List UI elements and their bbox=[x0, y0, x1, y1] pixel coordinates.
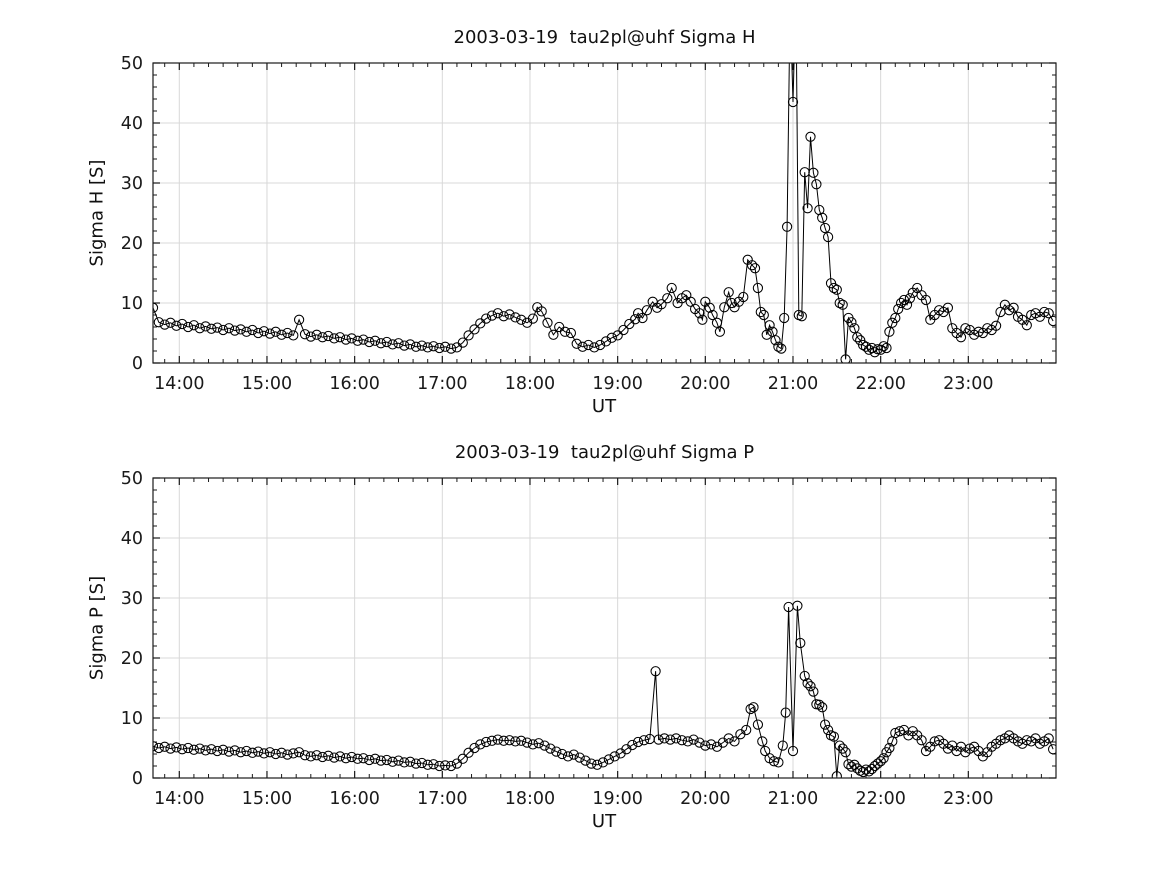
svg-text:23:00: 23:00 bbox=[943, 789, 993, 809]
svg-text:10: 10 bbox=[121, 709, 143, 729]
sigma-h-title: 2003-03-19 tau2pl@uhf Sigma H bbox=[453, 27, 756, 48]
svg-text:14:00: 14:00 bbox=[154, 374, 204, 394]
svg-text:17:00: 17:00 bbox=[417, 789, 467, 809]
svg-text:15:00: 15:00 bbox=[242, 374, 292, 394]
svg-text:17:00: 17:00 bbox=[417, 374, 467, 394]
svg-text:30: 30 bbox=[121, 589, 143, 609]
svg-text:19:00: 19:00 bbox=[592, 789, 642, 809]
sigma-h-x-axis-label: UT bbox=[591, 396, 617, 417]
svg-text:16:00: 16:00 bbox=[329, 789, 379, 809]
svg-text:22:00: 22:00 bbox=[855, 374, 905, 394]
svg-text:19:00: 19:00 bbox=[592, 374, 642, 394]
svg-text:15:00: 15:00 bbox=[242, 789, 292, 809]
svg-text:30: 30 bbox=[121, 174, 143, 194]
svg-text:23:00: 23:00 bbox=[943, 374, 993, 394]
svg-text:50: 50 bbox=[121, 54, 143, 74]
svg-text:21:00: 21:00 bbox=[768, 789, 818, 809]
svg-text:50: 50 bbox=[121, 469, 143, 489]
svg-text:20: 20 bbox=[121, 234, 143, 254]
svg-text:22:00: 22:00 bbox=[855, 789, 905, 809]
svg-text:14:00: 14:00 bbox=[154, 789, 204, 809]
sigma-p-title: 2003-03-19 tau2pl@uhf Sigma P bbox=[454, 442, 755, 463]
svg-text:0: 0 bbox=[132, 354, 143, 374]
svg-text:0: 0 bbox=[132, 769, 143, 789]
sigma-p-plot-area: 14:00 15:00 16:00 17:00 18:00 19:00 20:00 21:00… bbox=[121, 469, 1057, 809]
svg-text:10: 10 bbox=[121, 294, 143, 314]
svg-text:16:00: 16:00 bbox=[329, 374, 379, 394]
sigma-p-x-axis-label: UT bbox=[591, 811, 617, 832]
svg-text:20:00: 20:00 bbox=[680, 374, 730, 394]
svg-text:40: 40 bbox=[121, 529, 143, 549]
svg-text:20: 20 bbox=[121, 649, 143, 669]
svg-text:40: 40 bbox=[121, 114, 143, 134]
svg-text:21:00: 21:00 bbox=[768, 374, 818, 394]
svg-text:18:00: 18:00 bbox=[505, 789, 555, 809]
svg-text:20:00: 20:00 bbox=[680, 789, 730, 809]
sigma-h-plot-area: 14:00 15:00 16:00 17:00 18:00 19:00 20:00 21:00… bbox=[121, 54, 1057, 394]
svg-text:18:00: 18:00 bbox=[505, 374, 555, 394]
